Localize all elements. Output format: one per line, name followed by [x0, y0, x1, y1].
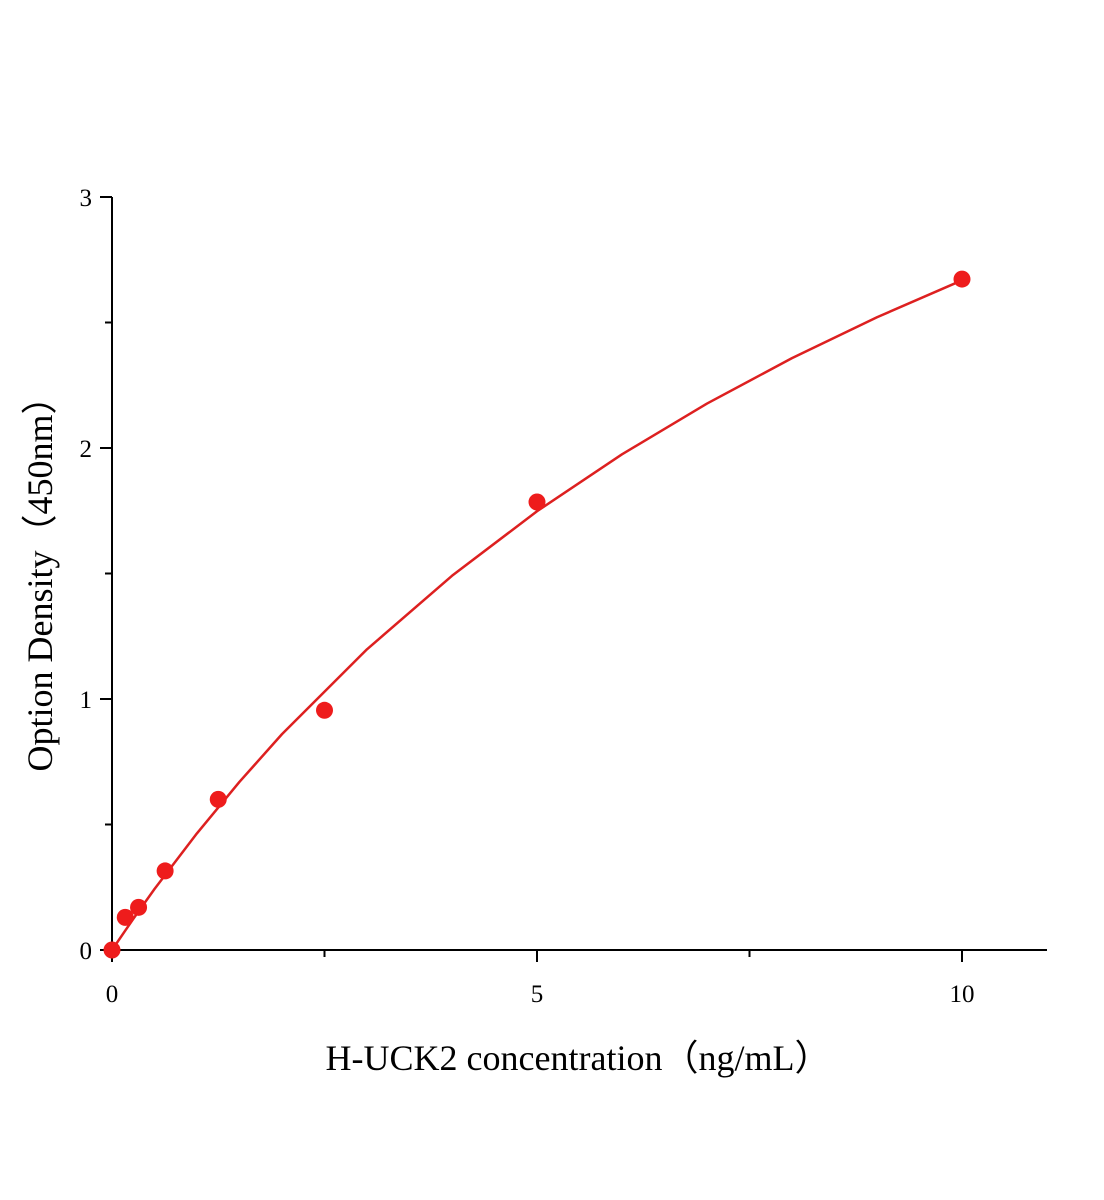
y-tick-label: 3 — [80, 185, 93, 212]
data-point — [528, 493, 546, 511]
y-axis-title: Option Density（450nm） — [20, 379, 60, 772]
data-point — [156, 862, 174, 880]
data-point — [953, 270, 971, 288]
y-tick-label: 1 — [80, 687, 93, 714]
data-point — [209, 790, 227, 808]
x-tick-label: 10 — [950, 981, 975, 1008]
x-tick-label: 0 — [106, 981, 119, 1008]
fit-curve — [110, 279, 963, 951]
data-point — [116, 908, 134, 926]
y-tick-label: 0 — [80, 938, 93, 965]
y-tick-label: 2 — [80, 436, 93, 463]
data-point — [316, 701, 333, 719]
data-point — [130, 898, 148, 916]
x-tick-label: 5 — [531, 981, 544, 1008]
data-point — [103, 941, 121, 959]
x-axis-title: H-UCK2 concentration（ng/mL） — [326, 1038, 831, 1078]
